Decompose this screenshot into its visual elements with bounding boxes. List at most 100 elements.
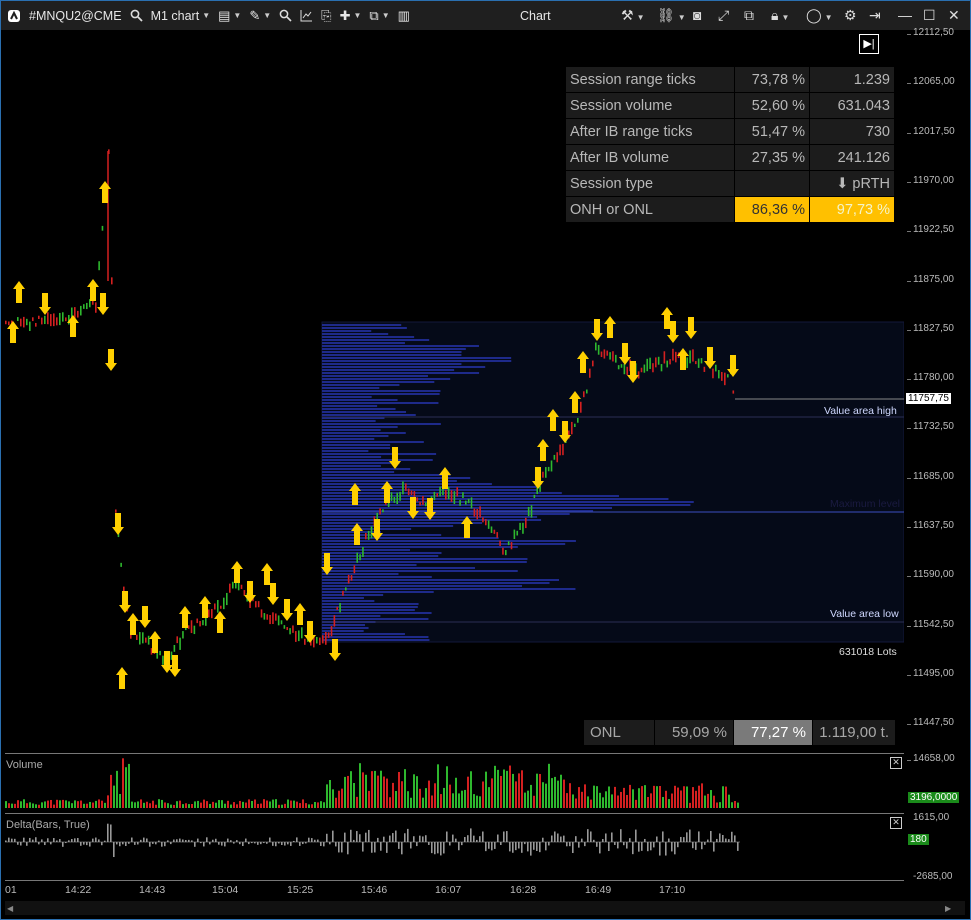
candle (255, 601, 257, 608)
candle (445, 489, 447, 500)
volume-bar (491, 778, 493, 808)
delta-bar (239, 842, 241, 845)
delta-bar (458, 842, 460, 851)
candle (277, 615, 280, 626)
time-tick: 16:28 (510, 884, 537, 896)
candle (182, 631, 184, 639)
volume-bar (494, 765, 496, 808)
pencil-icon[interactable]: ✎ ▼ (249, 8, 272, 23)
volume-bar (728, 794, 730, 808)
volume-bar (368, 790, 370, 808)
volume-bar (542, 782, 544, 808)
candle (80, 305, 82, 316)
arrow-down-icon (704, 347, 716, 369)
timeframe-selector[interactable]: M1 chart ▼ (147, 1, 215, 30)
stats-label: Session range ticks (565, 66, 735, 93)
profile-bar (322, 636, 429, 638)
volume-bar (290, 800, 292, 808)
volume-bar (308, 804, 310, 808)
pin-icon[interactable]: ⇥ (869, 7, 881, 23)
candle (136, 634, 138, 640)
profile-bar (322, 585, 523, 587)
delta-bar (134, 842, 136, 845)
tools-icon[interactable]: ⚒ ▼ (621, 7, 645, 23)
volume-bar (371, 771, 373, 808)
layout-icon[interactable]: ⧉ ▼ (369, 8, 390, 23)
volume-bar (557, 780, 559, 808)
price-axis[interactable]: 12112,50 12065,00 12017,50 11970,00 11922,50… (905, 27, 969, 881)
close-volume-panel-icon[interactable]: ✕ (890, 757, 902, 769)
columns-icon[interactable]: ▥ (397, 8, 410, 23)
camera-icon[interactable]: ◙ (693, 7, 702, 23)
profile-bar (322, 600, 375, 602)
delta-bar (122, 842, 124, 845)
crosshair-icon[interactable]: ✚ ▼ (339, 8, 362, 23)
price-tick: 11495,00 (907, 667, 954, 679)
volume-bar (572, 794, 574, 808)
candle (280, 620, 283, 625)
volume-bar (632, 789, 634, 808)
candle (176, 636, 179, 644)
color-circle-icon[interactable]: ◯ ▼ (806, 7, 833, 23)
scroll-right-icon[interactable]: ▶ (945, 904, 952, 913)
link-icon[interactable]: ⛓ ▼ (657, 7, 686, 23)
arrow-up-icon (87, 279, 99, 301)
price-chart[interactable] (5, 31, 904, 753)
settings-icon[interactable]: ⚙ (844, 7, 857, 23)
template-icon[interactable]: ▤ ▼ (218, 8, 242, 23)
delta-bar (620, 829, 622, 842)
scroll-to-end-button[interactable]: ▶| (859, 34, 879, 54)
candle (615, 354, 617, 363)
delta-bar (125, 842, 127, 847)
close-delta-panel-icon[interactable]: ✕ (890, 817, 902, 829)
candle (365, 533, 367, 540)
fullscreen-icon[interactable]: ⤢ (718, 7, 730, 23)
indicator-icon[interactable] (296, 1, 317, 30)
panel-divider (5, 880, 904, 881)
candle (637, 371, 640, 379)
delta-bar (26, 842, 28, 846)
candle (721, 371, 723, 381)
candle (86, 302, 88, 310)
close-icon[interactable]: ✕ (948, 7, 960, 23)
clone-icon[interactable]: ⧉ (744, 7, 754, 23)
candle (442, 485, 444, 496)
candle (499, 540, 501, 546)
delta-bar (104, 840, 106, 842)
time-tick: 17:10 (659, 884, 686, 896)
candle (65, 317, 67, 322)
minimize-icon[interactable]: — (898, 7, 912, 23)
volume-bar (569, 783, 571, 808)
volume-bar (452, 793, 454, 808)
delta-bar (626, 842, 628, 849)
zoom-icon[interactable] (275, 1, 296, 30)
search-icon[interactable] (126, 1, 147, 30)
volume-bar (500, 775, 502, 808)
delta-bar (560, 836, 562, 842)
profile-bar (322, 399, 398, 401)
volume-bar (731, 802, 733, 808)
profile-volume-label: 631018 Lots (839, 646, 897, 658)
chevron-down-icon: ▼ (353, 11, 362, 20)
candle (44, 315, 46, 325)
session-stats-table: Session range ticks 73,78 % 1.239 Session v… (565, 66, 895, 223)
chevron-down-icon: ▼ (233, 11, 242, 20)
profile-bar (322, 462, 400, 464)
volume-bar (95, 800, 97, 808)
timeframe-label: M1 chart (150, 8, 200, 23)
delta-bar (17, 842, 19, 845)
delta-bar (410, 842, 412, 849)
volume-bar (128, 763, 130, 808)
lock-icon[interactable]: 🔒︎ ▼ (771, 7, 790, 23)
delta-bar (263, 842, 265, 844)
delta-bar (254, 842, 256, 844)
volume-bar (266, 800, 268, 808)
scroll-left-icon[interactable]: ◀ (7, 904, 14, 913)
symbol-selector[interactable]: #MNQU2@CME (25, 1, 126, 30)
horizontal-scrollbar[interactable]: ◀ ▶ (5, 901, 965, 915)
strategy-icon[interactable]: ⎘ (321, 8, 332, 23)
volume-bar (665, 790, 667, 808)
volume-bar (443, 787, 445, 808)
time-axis[interactable]: 01 14:22 14:43 15:04 15:25 15:46 16:07 16:28 16:… (5, 881, 904, 897)
maximize-icon[interactable]: ☐ (923, 7, 936, 23)
